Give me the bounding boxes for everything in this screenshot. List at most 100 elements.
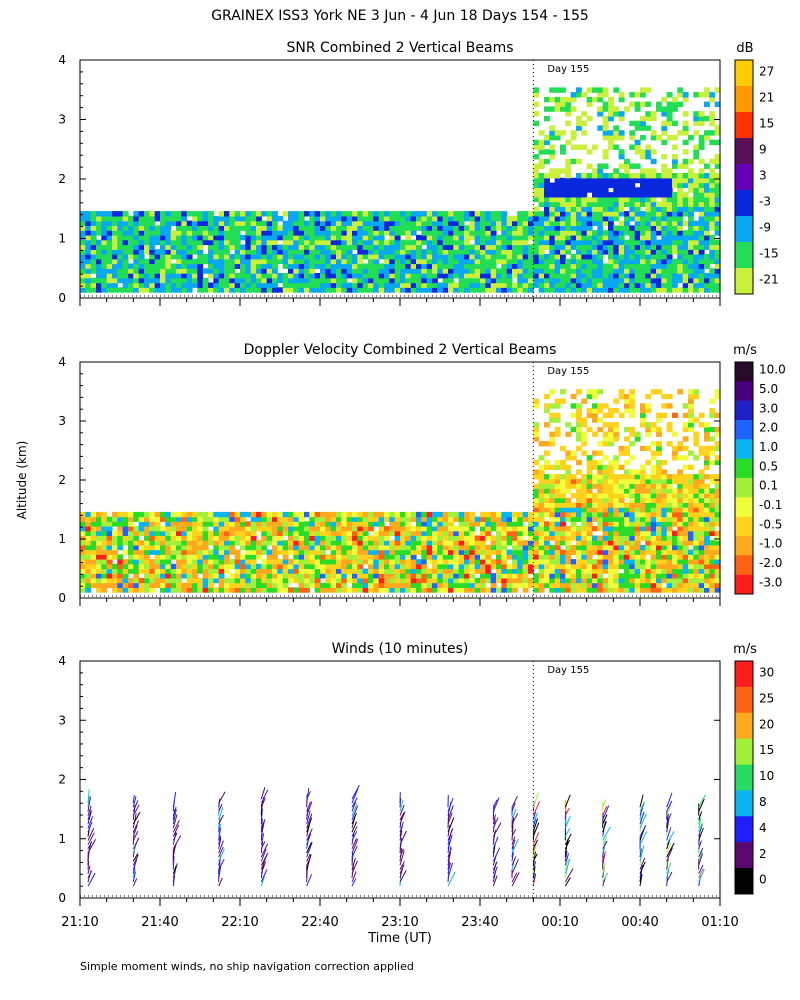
heatmap-cell	[410, 559, 417, 565]
heatmap-cell	[544, 234, 550, 241]
heatmap-cell	[608, 474, 614, 480]
heatmap-cell	[496, 215, 502, 222]
heatmap-cell	[544, 115, 550, 122]
heatmap-cell	[672, 177, 678, 184]
heatmap-cell	[336, 234, 342, 241]
heatmap-cell	[592, 408, 598, 414]
heatmap-cell	[133, 577, 140, 584]
heatmap-cell	[592, 282, 598, 288]
heatmap-cell	[560, 511, 566, 518]
heatmap-cell	[597, 403, 604, 409]
heatmap-cell	[458, 559, 465, 565]
heatmap-cell	[90, 559, 97, 565]
heatmap-cell	[197, 554, 204, 560]
heatmap-cell	[378, 268, 385, 274]
heatmap-cell	[245, 563, 252, 570]
heatmap-cell	[677, 87, 684, 93]
heatmap-cell	[634, 554, 641, 560]
heatmap-cell	[634, 287, 641, 293]
heatmap-cell	[85, 526, 92, 532]
heatmap-cell	[256, 273, 262, 279]
heatmap-cell	[496, 568, 502, 574]
heatmap-cell	[576, 192, 582, 198]
heatmap-cell	[528, 554, 534, 560]
heatmap-cell	[277, 587, 284, 593]
heatmap-cell	[234, 273, 241, 279]
heatmap-cell	[496, 516, 502, 522]
heatmap-cell	[90, 563, 97, 570]
heatmap-cell	[661, 163, 668, 169]
heatmap-cell	[565, 244, 572, 250]
heatmap-cell	[608, 502, 614, 508]
heatmap-cell	[165, 258, 172, 265]
heatmap-cell	[656, 258, 662, 265]
heatmap-cell	[218, 220, 225, 226]
heatmap-cell	[298, 239, 305, 246]
heatmap-cell	[325, 535, 332, 541]
heatmap-cell	[704, 502, 710, 508]
heatmap-cell	[256, 277, 262, 284]
heatmap-cell	[320, 563, 326, 570]
heatmap-cell	[672, 163, 678, 169]
heatmap-cell	[405, 526, 412, 532]
heatmap-cell	[192, 273, 198, 279]
heatmap-cell	[533, 277, 540, 284]
heatmap-cell	[128, 254, 134, 260]
heatmap-cell	[426, 215, 433, 222]
heatmap-cell	[490, 220, 497, 226]
heatmap-cell	[384, 563, 390, 570]
heatmap-cell	[224, 244, 230, 250]
heatmap-cell	[709, 196, 716, 203]
heatmap-cell	[672, 540, 678, 546]
heatmap-cell	[661, 568, 668, 574]
heatmap-cell	[677, 192, 684, 198]
heatmap-cell	[229, 268, 236, 274]
heatmap-cell	[336, 230, 342, 236]
heatmap-cell	[410, 582, 417, 588]
heatmap-cell	[341, 239, 348, 246]
heatmap-cell	[208, 225, 214, 231]
heatmap-cell	[533, 258, 540, 265]
heatmap-cell	[629, 544, 636, 551]
heatmap-cell	[656, 263, 662, 269]
heatmap-cell	[645, 540, 652, 546]
heatmap-cell	[618, 464, 625, 470]
heatmap-cell	[688, 412, 694, 418]
heatmap-cell	[656, 554, 662, 560]
heatmap-cell	[442, 215, 449, 222]
heatmap-cell	[309, 530, 316, 536]
heatmap-cell	[149, 215, 156, 222]
heatmap-cell	[90, 254, 97, 260]
heatmap-cell	[298, 526, 305, 532]
heatmap-cell	[170, 526, 177, 532]
heatmap-cell	[261, 263, 268, 269]
heatmap-cell	[650, 511, 657, 518]
heatmap-cell	[405, 234, 412, 241]
heatmap-cell	[309, 234, 316, 241]
heatmap-cell	[266, 540, 273, 546]
heatmap-cell	[485, 220, 492, 226]
heatmap-cell	[522, 273, 529, 279]
heatmap-cell	[634, 573, 641, 579]
heatmap-cell	[197, 254, 204, 260]
heatmap-cell	[346, 521, 353, 527]
heatmap-cell	[122, 254, 129, 260]
heatmap-cell	[576, 535, 582, 541]
heatmap-cell	[597, 258, 604, 265]
heatmap-cell	[682, 412, 689, 418]
heatmap-cell	[272, 220, 278, 226]
heatmap-cell	[629, 573, 636, 579]
heatmap-cell	[224, 516, 230, 522]
heatmap-cell	[341, 530, 348, 536]
heatmap-cell	[352, 573, 358, 579]
heatmap-cell	[85, 258, 92, 265]
heatmap-cell	[618, 393, 625, 400]
heatmap-cell	[586, 464, 593, 470]
heatmap-cell	[245, 521, 252, 527]
heatmap-cell	[688, 282, 694, 288]
heatmap-cell	[122, 521, 129, 527]
heatmap-cell	[682, 474, 689, 480]
heatmap-cell	[549, 577, 556, 584]
heatmap-cell	[336, 263, 342, 269]
heatmap-cell	[394, 263, 401, 269]
